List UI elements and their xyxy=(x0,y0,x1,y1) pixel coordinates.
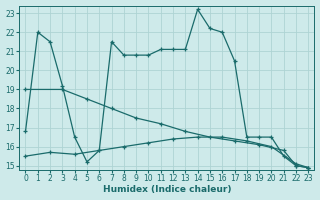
X-axis label: Humidex (Indice chaleur): Humidex (Indice chaleur) xyxy=(103,185,231,194)
